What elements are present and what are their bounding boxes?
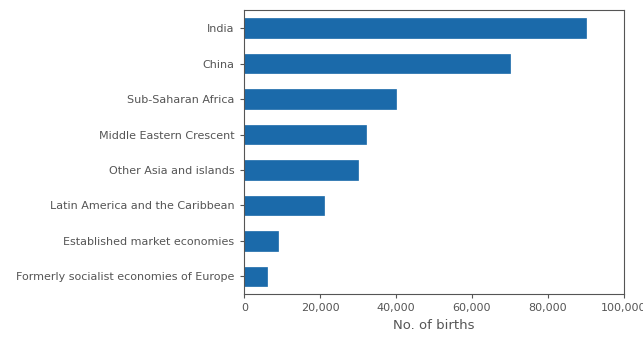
Bar — [244, 18, 586, 38]
Bar — [244, 196, 324, 215]
Bar — [244, 125, 366, 144]
Bar — [244, 160, 358, 180]
X-axis label: No. of births: No. of births — [394, 319, 475, 332]
Bar — [244, 231, 278, 251]
Bar — [244, 54, 510, 73]
Bar — [244, 267, 267, 286]
Bar — [244, 89, 396, 109]
